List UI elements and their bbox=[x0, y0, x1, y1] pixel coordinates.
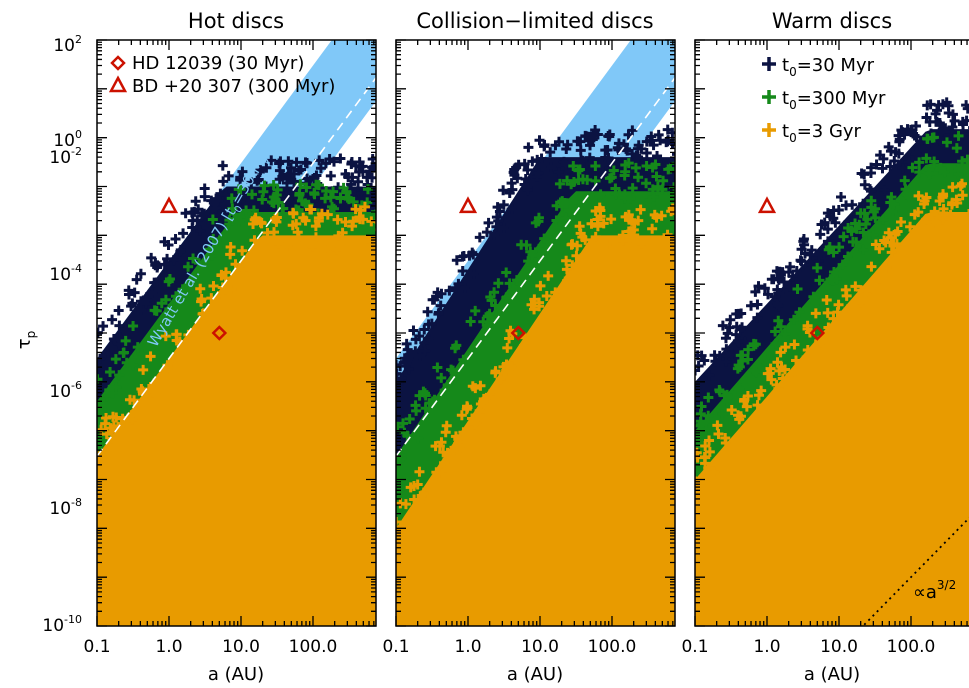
plot-area bbox=[97, 40, 376, 626]
y-tick-label: 102 bbox=[53, 33, 82, 56]
plus-marker-icon bbox=[762, 90, 776, 104]
points-layer bbox=[458, 196, 527, 341]
series-t0-3-gyr bbox=[695, 178, 969, 626]
legend-label: t0=30 Myr bbox=[782, 55, 875, 79]
x-tick-label: 100.0 bbox=[887, 637, 936, 657]
legend-observed: HD 12039 (30 Myr) BD +20 307 (300 Myr) bbox=[108, 53, 335, 97]
series-density bbox=[695, 212, 969, 626]
guide-layer bbox=[97, 76, 376, 457]
x-tick-label: 100.0 bbox=[289, 637, 338, 657]
x-tick-label: 1.0 bbox=[753, 637, 780, 657]
x-tick-labels: 0.1 1.0 10.0 100.0 bbox=[382, 637, 636, 657]
y-tick-label: 10-8 bbox=[49, 496, 82, 519]
panel-hot-discs: Hot discs 0.1 1.0 10.0 100.0 a (AU) 10-1… bbox=[14, 9, 377, 685]
panel-collision-limited-discs: Collision−limited discs 0.1 1.0 10.0 100… bbox=[382, 9, 676, 685]
x-tick-label: 0.1 bbox=[83, 637, 110, 657]
y-tick-labels: 10-10 10-8 10-6 10-4 10-2 102 bbox=[42, 33, 82, 636]
triangle-point bbox=[458, 196, 478, 214]
x-tick-labels: 0.1 1.0 10.0 100.0 bbox=[83, 637, 337, 657]
panel-warm-discs: Warm discs 0.1 1.0 10.0 100.0 a (AU) ∝a3… bbox=[681, 9, 969, 685]
plus-markers bbox=[695, 178, 969, 487]
plus-markers bbox=[396, 124, 675, 398]
x-tick-label: 10.0 bbox=[521, 637, 559, 657]
plus-marker-icon bbox=[762, 57, 776, 71]
legend-label: t0=300 Myr bbox=[782, 88, 886, 112]
legend-entry-300myr: t0=300 Myr bbox=[762, 88, 886, 112]
panel-title: Collision−limited discs bbox=[416, 9, 653, 33]
plus-marker-icon bbox=[762, 123, 776, 137]
legend-entry-3gyr: t0=3 Gyr bbox=[762, 121, 862, 145]
legend-label: BD +20 307 (300 Myr) bbox=[132, 76, 335, 97]
dashed-reference-line bbox=[396, 76, 675, 457]
plus-markers bbox=[97, 201, 376, 465]
plus-markers bbox=[396, 158, 675, 466]
diamond-point bbox=[211, 325, 228, 341]
guide-layer bbox=[861, 516, 969, 626]
legend-entry: HD 12039 (30 Myr) bbox=[110, 53, 304, 74]
triangle-point bbox=[159, 196, 179, 214]
axis-ticks bbox=[395, 39, 675, 627]
x-tick-label: 1.0 bbox=[155, 637, 182, 657]
series-layer bbox=[396, 124, 675, 626]
legend-label: t0=3 Gyr bbox=[782, 121, 862, 145]
y-tick-label: 10-4 bbox=[49, 262, 82, 285]
series-t0-3-gyr bbox=[396, 202, 675, 626]
series-density bbox=[97, 235, 376, 626]
plus-markers bbox=[695, 130, 969, 435]
dashed-reference-line bbox=[97, 76, 376, 457]
y-tick-label: 10-6 bbox=[49, 379, 82, 402]
points-layer bbox=[757, 196, 826, 341]
legend-label: HD 12039 (30 Myr) bbox=[132, 53, 304, 74]
plot-area bbox=[695, 97, 969, 626]
legend-times: t0=30 Myr t0=300 Myr t0=3 Gyr bbox=[762, 55, 886, 145]
x-tick-label: 100.0 bbox=[588, 637, 637, 657]
x-axis-label: a (AU) bbox=[804, 664, 860, 685]
x-tick-labels: 0.1 1.0 10.0 100.0 bbox=[681, 637, 935, 657]
panel-title: Warm discs bbox=[772, 9, 892, 33]
legend-entry: BD +20 307 (300 Myr) bbox=[108, 75, 335, 97]
x-tick-label: 1.0 bbox=[454, 637, 481, 657]
axis-ticks bbox=[694, 39, 968, 627]
plot-area bbox=[396, 40, 675, 626]
series-t0-3-gyr bbox=[97, 201, 376, 626]
legend-entry-30myr: t0=30 Myr bbox=[762, 55, 875, 79]
y-axis-label: τp bbox=[14, 331, 38, 349]
y-tick-label: 100 bbox=[53, 128, 82, 151]
ticks-layer bbox=[96, 39, 376, 627]
x-tick-label: 10.0 bbox=[820, 637, 858, 657]
x-axis-label: a (AU) bbox=[507, 664, 563, 685]
series-layer bbox=[97, 153, 376, 626]
diamond-point bbox=[809, 325, 826, 341]
diamond-marker-icon bbox=[110, 55, 126, 71]
ticks-layer bbox=[395, 39, 675, 627]
y-tick-label: 10-10 bbox=[42, 613, 82, 636]
series-density bbox=[396, 235, 675, 626]
slope-reference-line bbox=[861, 516, 969, 626]
plus-markers bbox=[396, 202, 675, 530]
x-tick-label: 0.1 bbox=[681, 637, 708, 657]
x-tick-label: 10.0 bbox=[222, 637, 260, 657]
x-axis-label: a (AU) bbox=[208, 664, 264, 685]
slope-annotation: ∝a3/2 bbox=[913, 578, 956, 603]
guide-layer bbox=[396, 76, 675, 457]
points-layer bbox=[159, 196, 228, 341]
y-tick-label: 10-2 bbox=[49, 145, 82, 168]
axis-ticks bbox=[96, 39, 376, 627]
triangle-point bbox=[757, 196, 777, 214]
diamond-point bbox=[510, 325, 527, 341]
triangle-marker-icon bbox=[108, 75, 128, 93]
ticks-layer bbox=[694, 39, 968, 627]
panel-title: Hot discs bbox=[188, 9, 284, 33]
series-layer bbox=[695, 97, 969, 626]
x-tick-label: 0.1 bbox=[382, 637, 409, 657]
